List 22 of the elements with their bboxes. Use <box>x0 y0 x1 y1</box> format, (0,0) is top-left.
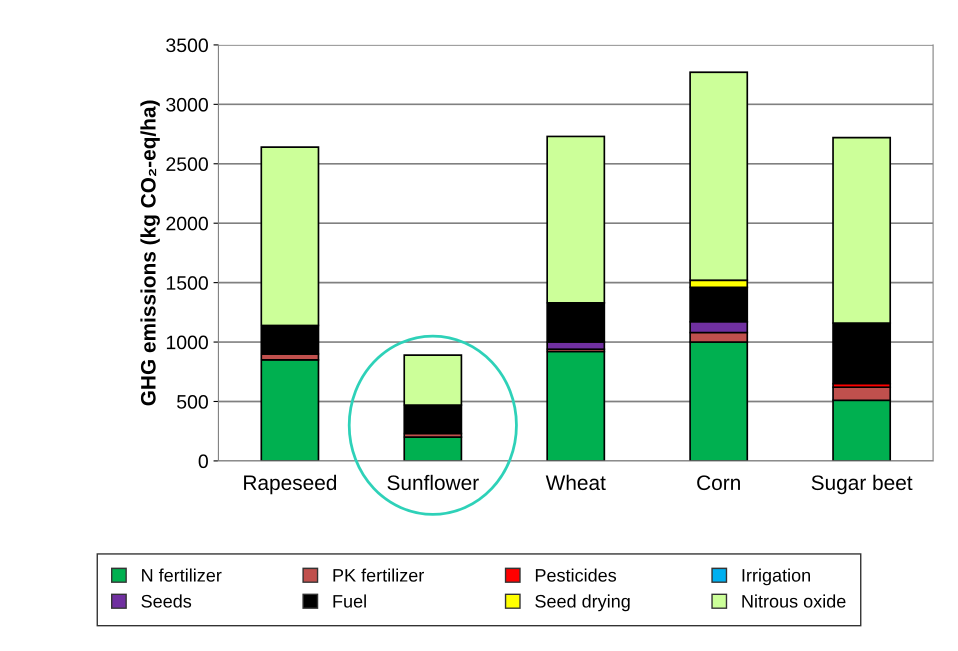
x-tick-label: Sugar beet <box>812 474 912 494</box>
x-tick-label: Sunflower <box>387 474 479 490</box>
legend-label: Nitrous oxide <box>742 594 846 608</box>
y-tick-label: 0 <box>198 454 208 468</box>
y-tick-label: 2500 <box>166 157 208 172</box>
y-tick-label: 1000 <box>166 336 208 350</box>
legend-label: Seeds <box>141 594 192 608</box>
y-axis-title: GHG emissions (kg CO₂-eq/ha) <box>140 100 160 406</box>
y-tick-label: 3500 <box>166 38 208 52</box>
x-tick-label: Rapeseed <box>244 474 336 494</box>
legend-label: Fuel <box>333 594 366 608</box>
x-tick-label: Wheat <box>546 474 606 490</box>
legend-label: Irrigation <box>742 568 810 586</box>
x-tick-label: Corn <box>697 475 740 490</box>
y-tick-label: 500 <box>177 394 208 409</box>
legend-label: Seed drying <box>535 594 630 612</box>
y-tick-label: 3000 <box>166 98 208 112</box>
y-tick-label: 2000 <box>166 216 208 230</box>
legend-label: N fertilizer <box>142 568 222 582</box>
legend-label: PK fertilizer <box>333 568 424 582</box>
legend-label: Pesticides <box>536 568 616 582</box>
y-tick-label: 1500 <box>166 276 208 290</box>
